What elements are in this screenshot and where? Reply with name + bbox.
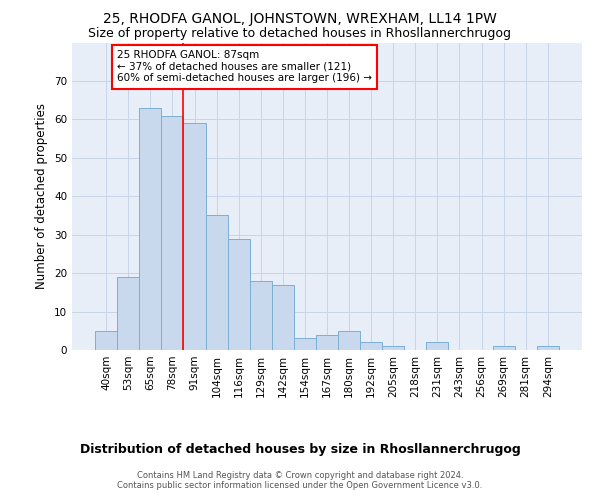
Text: 25, RHODFA GANOL, JOHNSTOWN, WREXHAM, LL14 1PW: 25, RHODFA GANOL, JOHNSTOWN, WREXHAM, LL… bbox=[103, 12, 497, 26]
Bar bbox=[117, 277, 139, 350]
Bar bbox=[206, 216, 227, 350]
Bar bbox=[161, 116, 184, 350]
Bar bbox=[338, 331, 360, 350]
Bar bbox=[272, 284, 294, 350]
Text: Distribution of detached houses by size in Rhosllannerchrugog: Distribution of detached houses by size … bbox=[80, 442, 520, 456]
Bar bbox=[294, 338, 316, 350]
Text: Size of property relative to detached houses in Rhosllannerchrugog: Size of property relative to detached ho… bbox=[89, 28, 511, 40]
Bar bbox=[227, 238, 250, 350]
Text: 25 RHODFA GANOL: 87sqm
← 37% of detached houses are smaller (121)
60% of semi-de: 25 RHODFA GANOL: 87sqm ← 37% of detached… bbox=[117, 50, 372, 84]
Y-axis label: Number of detached properties: Number of detached properties bbox=[35, 104, 49, 289]
Bar bbox=[427, 342, 448, 350]
Text: Contains HM Land Registry data © Crown copyright and database right 2024.
Contai: Contains HM Land Registry data © Crown c… bbox=[118, 470, 482, 490]
Bar bbox=[95, 331, 117, 350]
Bar bbox=[360, 342, 382, 350]
Bar bbox=[184, 123, 206, 350]
Bar bbox=[250, 281, 272, 350]
Bar bbox=[316, 334, 338, 350]
Bar bbox=[537, 346, 559, 350]
Bar bbox=[139, 108, 161, 350]
Bar bbox=[493, 346, 515, 350]
Bar bbox=[382, 346, 404, 350]
